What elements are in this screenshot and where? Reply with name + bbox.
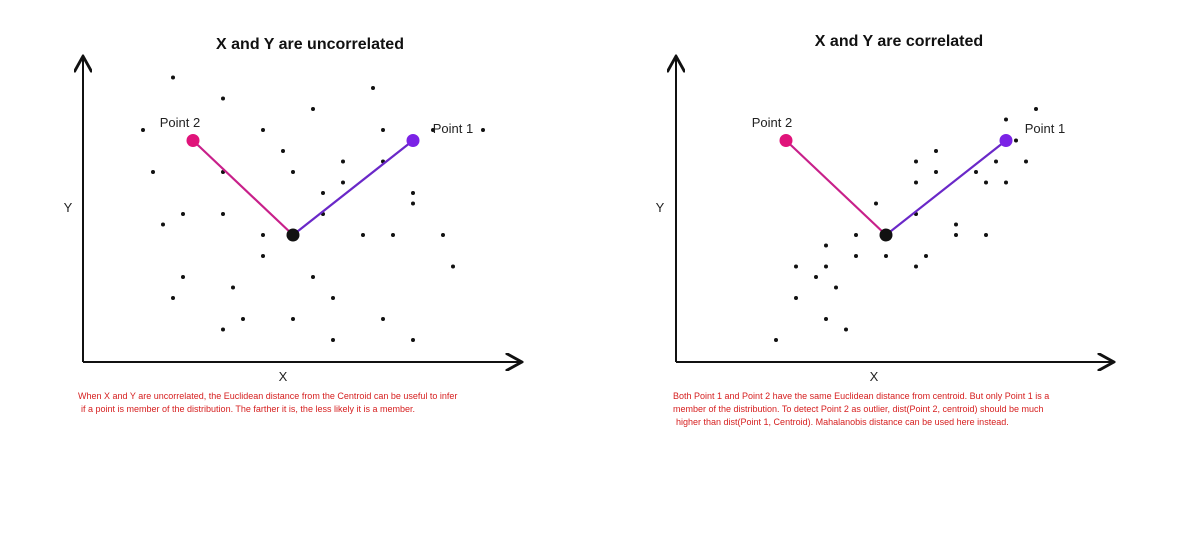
caption-line: higher than dist(Point 1, Centroid). Mah…: [676, 417, 1009, 427]
data-point: [994, 159, 998, 164]
data-point: [844, 327, 848, 332]
data-point: [914, 159, 918, 164]
data-point: [371, 86, 375, 90]
point-1-label: Point 1: [433, 121, 473, 136]
data-point: [824, 264, 828, 269]
data-point: [794, 296, 798, 300]
data-point: [934, 170, 938, 174]
caption-correlated: Both Point 1 and Point 2 have the same E…: [673, 390, 1049, 429]
point-2-marker: [779, 134, 793, 147]
data-point: [984, 233, 988, 237]
point-1-label: Point 1: [1025, 121, 1065, 136]
data-point: [1004, 117, 1008, 122]
data-point: [1034, 107, 1038, 111]
data-point: [261, 254, 265, 258]
point-2-label: Point 2: [752, 115, 792, 130]
data-point: [834, 285, 838, 290]
distance-line-point-2: [785, 139, 887, 236]
data-point: [241, 317, 245, 321]
data-point: [1024, 159, 1028, 164]
data-point: [814, 275, 818, 279]
data-point: [824, 317, 828, 321]
point-2-marker: [186, 134, 200, 147]
data-point: [954, 233, 958, 237]
y-axis-label: Y: [64, 200, 73, 215]
data-point: [261, 233, 265, 237]
data-point: [884, 254, 888, 258]
x-axis-label: X: [870, 369, 879, 384]
data-point: [171, 75, 175, 80]
caption-line: Both Point 1 and Point 2 have the same E…: [673, 391, 1050, 401]
data-point: [431, 128, 435, 132]
scatter-points: [774, 107, 1038, 342]
chart-panel-correlated: X and Y are correlated Y X Point 2 Point…: [656, 33, 1112, 384]
chart-panel-uncorrelated: X and Y are uncorrelated Y X Point 2 Poi…: [64, 36, 520, 384]
data-point: [281, 149, 285, 153]
data-point: [231, 285, 235, 290]
data-point: [181, 275, 185, 279]
data-point: [311, 275, 315, 279]
data-point: [984, 180, 988, 185]
data-point: [411, 191, 415, 195]
data-point: [181, 212, 185, 216]
data-point: [311, 107, 315, 111]
x-axis-label: X: [279, 369, 288, 384]
data-point: [391, 233, 395, 237]
data-point: [1004, 180, 1008, 185]
caption-uncorrelated: When X and Y are uncorrelated, the Eucli…: [78, 390, 457, 416]
y-axis-label: Y: [656, 200, 665, 215]
caption-line: if a point is member of the distribution…: [81, 404, 415, 414]
data-point: [141, 128, 145, 132]
data-point: [221, 212, 225, 216]
data-point: [411, 201, 415, 206]
point-2-label: Point 2: [160, 115, 200, 130]
data-point: [381, 128, 385, 132]
caption-line: When X and Y are uncorrelated, the Eucli…: [78, 391, 458, 401]
data-point: [291, 170, 295, 174]
data-point: [854, 233, 858, 237]
distance-line-point-1: [292, 139, 414, 236]
data-point: [794, 264, 798, 269]
data-point: [481, 128, 485, 132]
distance-line-point-1: [885, 139, 1007, 236]
data-point: [874, 201, 878, 206]
data-point: [914, 264, 918, 269]
data-point: [381, 317, 385, 321]
point-1-marker: [406, 134, 420, 147]
data-point: [924, 254, 928, 258]
data-point: [341, 159, 345, 164]
caption-line: member of the distribution. To detect Po…: [673, 404, 1044, 414]
data-point: [221, 96, 225, 101]
data-point: [974, 170, 978, 174]
data-point: [321, 191, 325, 195]
data-point: [451, 264, 455, 269]
data-point: [1014, 138, 1018, 143]
data-point: [441, 233, 445, 237]
chart-title: X and Y are correlated: [815, 33, 983, 50]
data-point: [221, 327, 225, 332]
data-point: [261, 128, 265, 132]
data-point: [331, 296, 335, 300]
data-point: [151, 170, 155, 174]
data-point: [411, 338, 415, 342]
chart-title: X and Y are uncorrelated: [216, 36, 404, 53]
data-point: [914, 180, 918, 185]
point-1-marker: [999, 134, 1013, 147]
centroid-marker: [286, 228, 300, 242]
distance-line-point-2: [192, 139, 294, 236]
data-point: [331, 338, 335, 342]
data-point: [161, 222, 165, 227]
data-point: [774, 338, 778, 342]
data-point: [824, 243, 828, 248]
data-point: [171, 296, 175, 300]
data-point: [854, 254, 858, 258]
data-point: [291, 317, 295, 321]
data-point: [361, 233, 365, 237]
data-point: [954, 222, 958, 227]
centroid-marker: [879, 228, 893, 242]
data-point: [934, 149, 938, 153]
data-point: [341, 180, 345, 185]
